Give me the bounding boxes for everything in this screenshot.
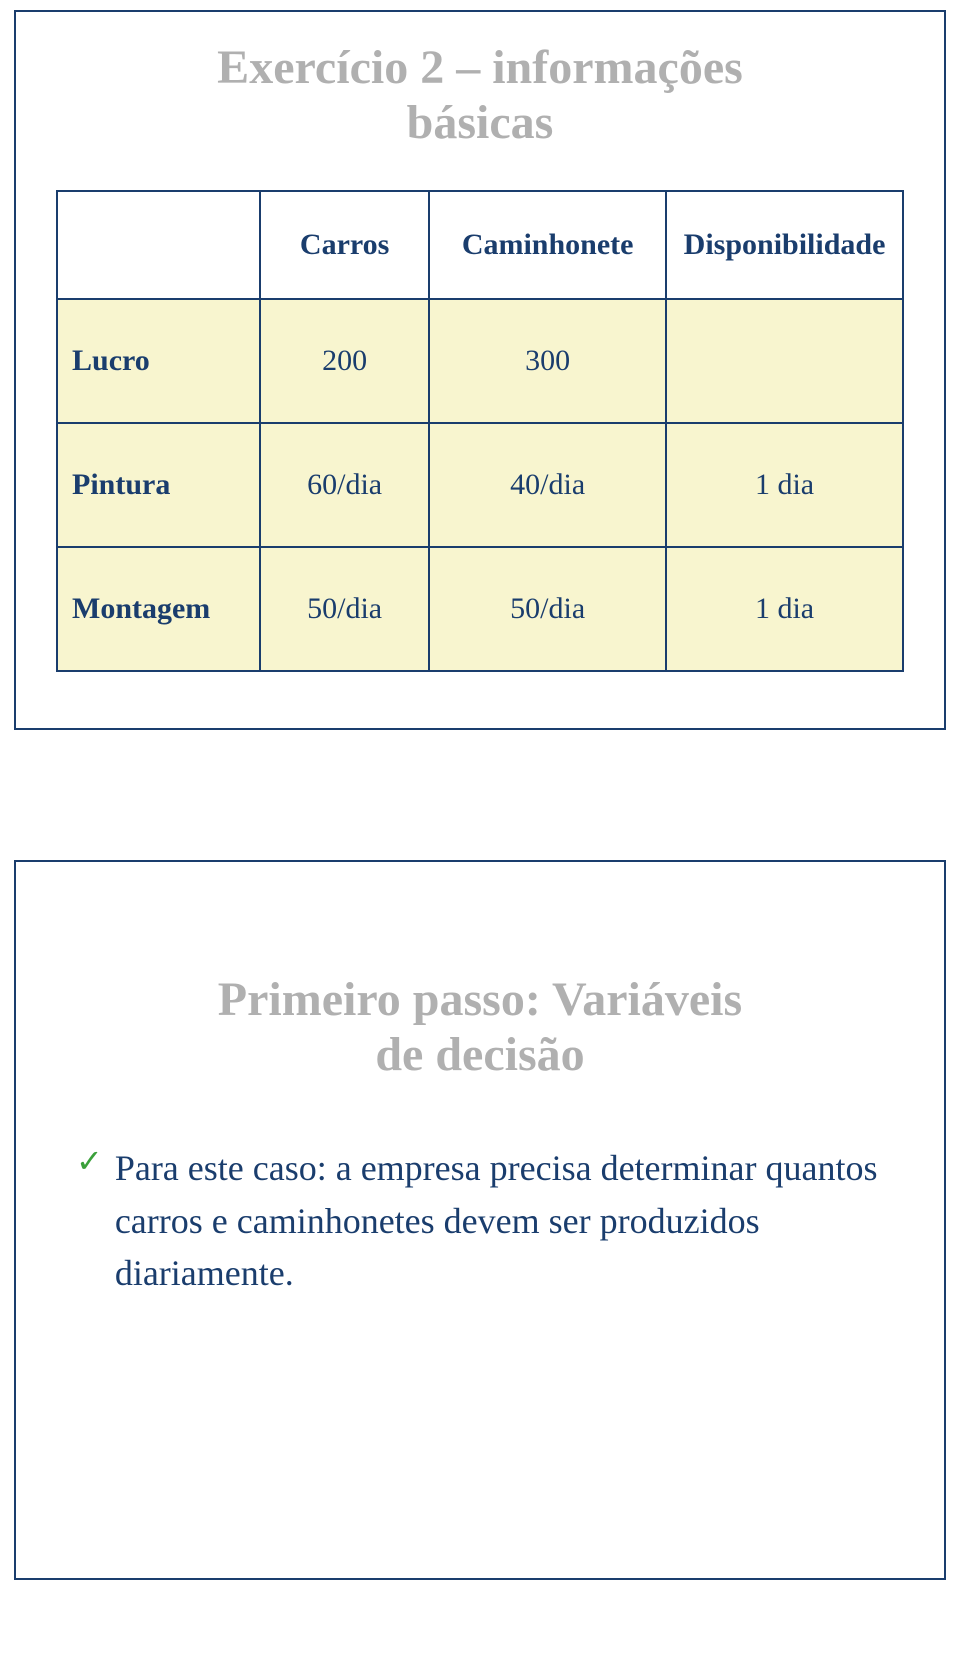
cell: 1 dia (666, 423, 903, 547)
cell: 40/dia (429, 423, 666, 547)
slide1-title-line2: básicas (407, 96, 554, 149)
row-label-montagem: Montagem (57, 547, 260, 671)
slide1-title: Exercício 2 – informações básicas (56, 40, 904, 150)
slide2-title-line2: de decisão (375, 1028, 584, 1081)
cell (666, 299, 903, 423)
bullet-text: Para este caso: a empresa precisa determ… (115, 1142, 894, 1299)
cell: 200 (260, 299, 429, 423)
table-row: Pintura 60/dia 40/dia 1 dia (57, 423, 903, 547)
table-row: Lucro 200 300 (57, 299, 903, 423)
col-header-disponibilidade: Disponibilidade (666, 191, 903, 299)
slide2-title-line1: Primeiro passo: Variáveis (218, 973, 742, 1026)
cell: 60/dia (260, 423, 429, 547)
data-table: Carros Caminhonete Disponibilidade Lucro… (56, 190, 904, 672)
slide2-title: Primeiro passo: Variáveis de decisão (66, 972, 894, 1082)
cell: 50/dia (429, 547, 666, 671)
col-header-caminhonete: Caminhonete (429, 191, 666, 299)
col-header-carros: Carros (260, 191, 429, 299)
cell: 50/dia (260, 547, 429, 671)
table-row: Montagem 50/dia 50/dia 1 dia (57, 547, 903, 671)
row-label-pintura: Pintura (57, 423, 260, 547)
slide1-title-line1: Exercício 2 – informações (217, 41, 743, 94)
cell: 300 (429, 299, 666, 423)
checkmark-icon: ✓ (76, 1142, 103, 1180)
cell: 1 dia (666, 547, 903, 671)
col-header-blank (57, 191, 260, 299)
bullet-item: ✓ Para este caso: a empresa precisa dete… (76, 1142, 894, 1299)
row-label-lucro: Lucro (57, 299, 260, 423)
slide-exercise-info: Exercício 2 – informações básicas Carros… (14, 10, 946, 730)
table-header-row: Carros Caminhonete Disponibilidade (57, 191, 903, 299)
slide-first-step: Primeiro passo: Variáveis de decisão ✓ P… (14, 860, 946, 1580)
